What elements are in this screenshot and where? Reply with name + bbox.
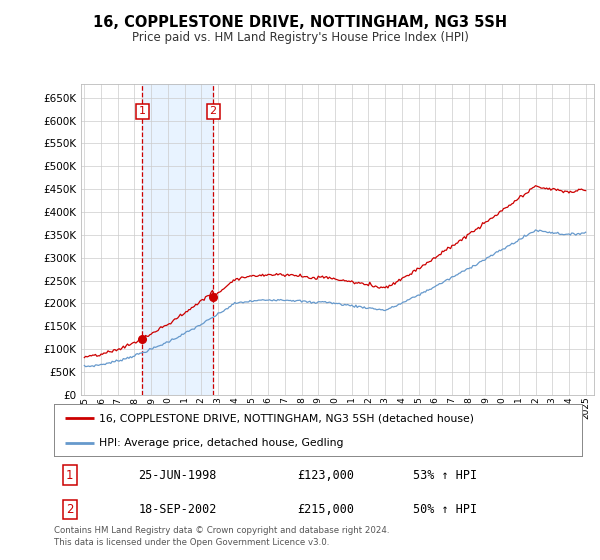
Text: 2: 2 bbox=[66, 503, 74, 516]
Text: 1: 1 bbox=[66, 469, 74, 482]
Text: 16, COPPLESTONE DRIVE, NOTTINGHAM, NG3 5SH: 16, COPPLESTONE DRIVE, NOTTINGHAM, NG3 5… bbox=[93, 15, 507, 30]
Text: Price paid vs. HM Land Registry's House Price Index (HPI): Price paid vs. HM Land Registry's House … bbox=[131, 31, 469, 44]
Text: HPI: Average price, detached house, Gedling: HPI: Average price, detached house, Gedl… bbox=[99, 438, 343, 449]
Text: 1: 1 bbox=[139, 106, 146, 116]
Text: 25-JUN-1998: 25-JUN-1998 bbox=[139, 469, 217, 482]
Text: 16, COPPLESTONE DRIVE, NOTTINGHAM, NG3 5SH (detached house): 16, COPPLESTONE DRIVE, NOTTINGHAM, NG3 5… bbox=[99, 413, 474, 423]
Text: 2: 2 bbox=[209, 106, 217, 116]
Text: Contains HM Land Registry data © Crown copyright and database right 2024.
This d: Contains HM Land Registry data © Crown c… bbox=[54, 526, 389, 547]
Text: 53% ↑ HPI: 53% ↑ HPI bbox=[413, 469, 477, 482]
Text: 18-SEP-2002: 18-SEP-2002 bbox=[139, 503, 217, 516]
Bar bbox=[142, 84, 213, 395]
Text: £123,000: £123,000 bbox=[297, 469, 354, 482]
Text: £215,000: £215,000 bbox=[297, 503, 354, 516]
Text: 50% ↑ HPI: 50% ↑ HPI bbox=[413, 503, 477, 516]
